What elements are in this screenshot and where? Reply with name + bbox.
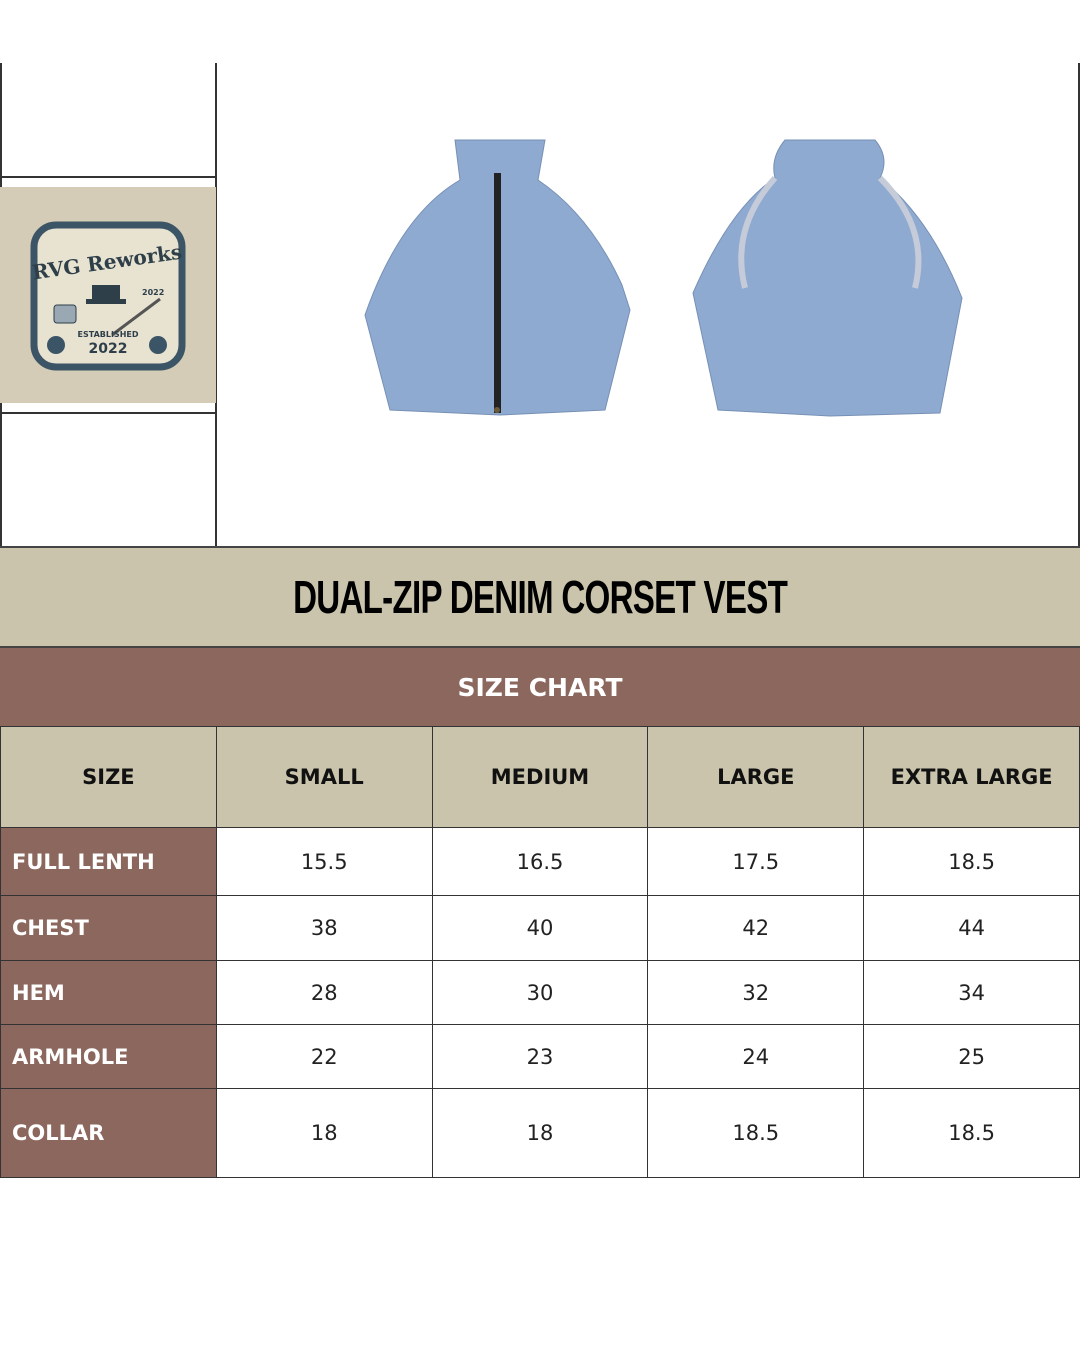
row-label: FULL LENTH xyxy=(0,827,217,896)
header-cell: MEDIUM xyxy=(431,726,649,828)
table-cell: 44 xyxy=(863,895,1080,961)
svg-text:2022: 2022 xyxy=(142,288,164,297)
table-cell: 16.5 xyxy=(431,827,649,896)
divider xyxy=(0,176,216,178)
row-label: COLLAR xyxy=(0,1088,217,1178)
row-label: CHEST xyxy=(0,895,217,961)
header-cell: SIZE xyxy=(0,726,217,828)
product-image-back xyxy=(690,138,965,420)
table-cell: 34 xyxy=(863,960,1080,1025)
table-cell: 18.5 xyxy=(647,1088,865,1178)
table-cell: 22 xyxy=(215,1024,433,1089)
header-cell: EXTRA LARGE xyxy=(863,726,1080,828)
table-cell: 28 xyxy=(215,960,433,1025)
table-cell: 24 xyxy=(647,1024,865,1089)
product-image-front xyxy=(360,135,640,420)
table-cell: 23 xyxy=(431,1024,649,1089)
table-row: HEM 28 30 32 34 xyxy=(0,960,1080,1025)
table-row: CHEST 38 40 42 44 xyxy=(0,895,1080,961)
row-label: HEM xyxy=(0,960,217,1025)
header-cell: SMALL xyxy=(215,726,433,828)
product-title-band: DUAL-ZIP DENIM CORSET VEST xyxy=(0,546,1080,646)
table-cell: 18 xyxy=(431,1088,649,1178)
table-cell: 17.5 xyxy=(647,827,865,896)
table-cell: 30 xyxy=(431,960,649,1025)
table-cell: 18 xyxy=(215,1088,433,1178)
divider xyxy=(1078,63,1080,546)
table-cell: 15.5 xyxy=(215,827,433,896)
table-cell: 18.5 xyxy=(863,827,1080,896)
size-table: SIZE SMALL MEDIUM LARGE EXTRA LARGE FULL… xyxy=(0,726,1080,1178)
size-chart-heading: SIZE CHART xyxy=(457,672,623,702)
svg-text:2022: 2022 xyxy=(89,341,128,357)
size-chart-band: SIZE CHART xyxy=(0,646,1080,726)
header-cell: LARGE xyxy=(647,726,865,828)
divider xyxy=(0,412,216,414)
row-label: ARMHOLE xyxy=(0,1024,217,1089)
table-header-row: SIZE SMALL MEDIUM LARGE EXTRA LARGE xyxy=(0,726,1080,828)
product-title: DUAL-ZIP DENIM CORSET VEST xyxy=(292,571,788,623)
table-cell: 18.5 xyxy=(863,1088,1080,1178)
table-cell: 42 xyxy=(647,895,865,961)
table-row: FULL LENTH 15.5 16.5 17.5 18.5 xyxy=(0,827,1080,896)
table-cell: 38 xyxy=(215,895,433,961)
table-row: ARMHOLE 22 23 24 25 xyxy=(0,1024,1080,1089)
svg-text:ESTABLISHED: ESTABLISHED xyxy=(78,330,139,339)
table-cell: 40 xyxy=(431,895,649,961)
table-cell: 25 xyxy=(863,1024,1080,1089)
brand-logo: RVG Reworks 2022 ESTABLISHED 2022 xyxy=(0,187,216,403)
table-row: COLLAR 18 18 18.5 18.5 xyxy=(0,1088,1080,1178)
table-cell: 32 xyxy=(647,960,865,1025)
